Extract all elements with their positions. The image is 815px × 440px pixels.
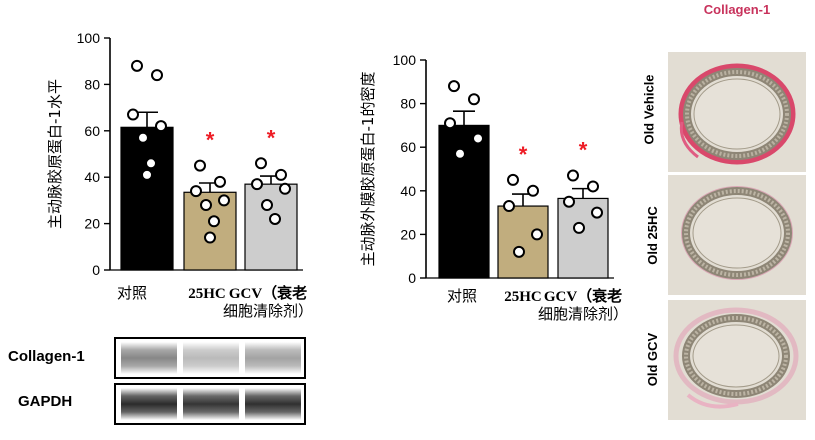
data-point: [531, 228, 543, 241]
category-label: 对照: [447, 287, 477, 305]
data-point: [218, 194, 230, 207]
category-label: 细胞清除剂）: [223, 302, 313, 320]
y-tick-label: 0: [92, 262, 100, 278]
data-point: [127, 108, 139, 121]
y-tick-label: 60: [84, 123, 100, 139]
blot-band: [245, 342, 301, 374]
histology-panel-gcv: [668, 300, 806, 420]
y-axis-label: 主动脉外膜胶原蛋白-1的密度: [359, 72, 377, 267]
histology-title: Collagen-1: [703, 2, 771, 17]
category-label: 细胞清除剂）: [538, 305, 628, 323]
panel-label-vehicle: Old Vehicle: [641, 74, 657, 145]
data-point: [587, 180, 599, 193]
bar: [497, 205, 549, 279]
data-point: [527, 184, 539, 197]
data-point: [261, 199, 273, 212]
data-point: [275, 168, 287, 181]
blot-row-1: [114, 337, 306, 379]
y-tick-label: 20: [400, 226, 416, 242]
blot-label-collagen: Collagen-1: [8, 348, 85, 365]
blot-label-gapdh: GAPDH: [18, 393, 73, 410]
y-axis-label: 主动脉胶原蛋白-1水平: [46, 79, 64, 229]
data-point: [137, 131, 149, 144]
blot-band: [183, 388, 239, 420]
y-tick-label: 20: [84, 216, 100, 232]
panel-label-25hc: Old 25HC: [644, 206, 660, 265]
y-tick-label: 40: [84, 169, 100, 185]
vessel-section-vehicle: [678, 63, 796, 165]
data-point: [131, 59, 143, 72]
data-point: [472, 132, 484, 145]
data-point: [454, 147, 466, 160]
data-point: [591, 206, 603, 219]
y-tick-label: 80: [400, 96, 416, 112]
data-point: [573, 221, 585, 234]
y-tick-label: 40: [400, 183, 416, 199]
significance-star: *: [519, 142, 528, 167]
category-label: GCV（衰老: [544, 287, 622, 305]
data-point: [503, 200, 515, 213]
category-label: GCV（衰老: [229, 284, 307, 302]
significance-star: *: [267, 125, 276, 150]
significance-star: *: [206, 128, 215, 153]
significance-star: *: [579, 138, 588, 163]
data-point: [567, 169, 579, 182]
data-point: [563, 195, 575, 208]
bar: [244, 183, 298, 271]
data-point: [155, 120, 167, 133]
data-point: [145, 157, 157, 170]
bar: [438, 124, 490, 279]
data-point: [255, 157, 267, 170]
data-point: [251, 178, 263, 191]
y-tick-label: 100: [393, 52, 417, 68]
histology-panel-25hc: [668, 175, 806, 295]
blot-row-2: [114, 383, 306, 425]
vessel-section-25hc: [681, 186, 793, 280]
y-tick-label: 0: [408, 270, 416, 286]
data-point: [513, 245, 525, 258]
data-point: [204, 231, 216, 244]
data-point: [214, 175, 226, 188]
blot-band: [183, 342, 239, 374]
data-point: [151, 69, 163, 82]
y-tick-label: 80: [84, 76, 100, 92]
data-point: [444, 117, 456, 130]
data-point: [190, 185, 202, 198]
category-label: 25HC: [504, 289, 542, 305]
data-point: [200, 199, 212, 212]
data-point: [269, 212, 281, 225]
category-label: 25HC: [188, 286, 226, 302]
y-tick-label: 100: [77, 30, 101, 46]
data-point: [279, 182, 291, 195]
data-point: [468, 93, 480, 106]
blot-band: [121, 388, 177, 420]
data-point: [448, 80, 460, 93]
data-point: [194, 159, 206, 172]
data-point: [208, 215, 220, 228]
blot-band: [245, 388, 301, 420]
data-point: [141, 168, 153, 181]
data-point: [507, 173, 519, 186]
y-tick-label: 60: [400, 139, 416, 155]
histology-panel-vehicle: [668, 52, 806, 172]
category-label: 对照: [117, 284, 147, 302]
vessel-section-gcv: [673, 307, 799, 409]
bar: [120, 126, 174, 271]
blot-band: [121, 342, 177, 374]
panel-label-gcv: Old GCV: [645, 332, 661, 387]
